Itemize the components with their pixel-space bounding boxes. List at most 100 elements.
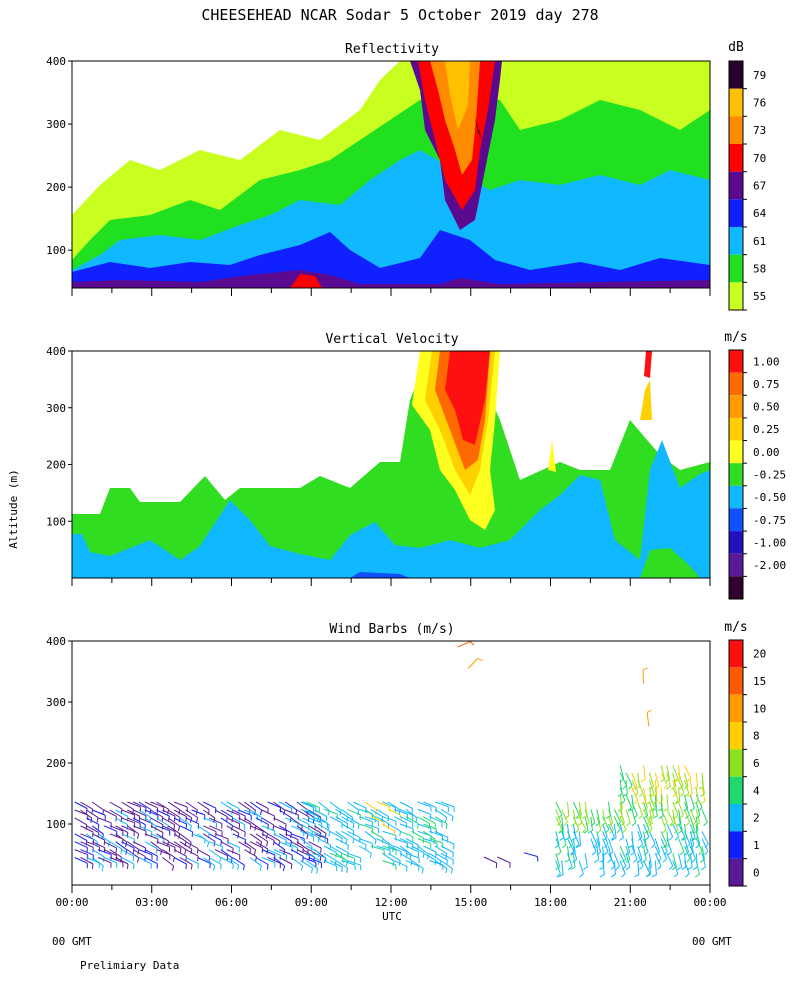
- wind-barb-flag: [259, 865, 262, 871]
- wind-barb: [643, 845, 647, 860]
- wind-barb: [329, 830, 343, 839]
- colorbar-swatch: [729, 804, 743, 832]
- wind-barb: [150, 825, 164, 833]
- wind-barb-flag: [672, 793, 678, 797]
- wind-barb: [678, 809, 682, 824]
- wind-barb: [429, 852, 442, 862]
- wind-barb-flag: [622, 829, 627, 834]
- wind-barb: [226, 809, 240, 816]
- wind-barb: [132, 849, 146, 857]
- wind-barb: [584, 816, 589, 831]
- wind-barb: [637, 823, 643, 838]
- wind-barb-flag: [647, 800, 652, 805]
- wind-barb-flag: [704, 850, 709, 856]
- wind-barb: [162, 849, 175, 858]
- wind-barb: [631, 779, 639, 793]
- wind-barb-flag: [575, 814, 580, 819]
- wind-barb-flag: [596, 829, 602, 834]
- wind-barb: [347, 816, 360, 825]
- wind-barb: [80, 825, 94, 833]
- wind-barb: [358, 838, 373, 844]
- wind-barb: [279, 833, 292, 842]
- wind-barb-flag: [600, 822, 606, 827]
- wind-barb: [483, 856, 497, 864]
- wind-barb-flag: [452, 852, 454, 858]
- wind-barb: [572, 809, 576, 824]
- wind-barb: [80, 849, 94, 856]
- reflectivity-field: [72, 61, 710, 288]
- wind-barb: [103, 825, 117, 832]
- wind-barb-flag: [688, 851, 694, 856]
- wind-barb-flag: [226, 816, 228, 822]
- wind-barb: [167, 817, 180, 827]
- wind-barb-flag: [184, 849, 187, 855]
- wind-barb-flag: [173, 824, 176, 830]
- wind-barb-flag: [663, 844, 669, 849]
- wind-barb: [308, 857, 322, 864]
- wind-barb: [97, 857, 112, 864]
- wind-barb: [290, 849, 304, 857]
- wind-barb: [440, 801, 455, 808]
- wind-barb-flag: [663, 808, 669, 812]
- wind-barb-flag: [691, 821, 697, 827]
- wind-barb: [643, 801, 649, 816]
- wind-barb: [376, 816, 389, 825]
- wind-barb-flag: [213, 865, 216, 871]
- wind-barb-flag: [171, 865, 175, 871]
- wind-barb: [317, 816, 330, 826]
- wind-barb: [382, 852, 395, 862]
- wind-barb-flag: [657, 865, 662, 870]
- wind-barb: [121, 801, 134, 810]
- wind-barb: [411, 830, 425, 839]
- wind-barb-flag: [662, 843, 667, 849]
- wind-barb: [179, 857, 193, 865]
- wind-barb-flag: [306, 834, 309, 840]
- wind-barb-flag: [273, 840, 275, 846]
- wind-barb-flag: [605, 815, 611, 819]
- wind-barb-flag: [609, 829, 614, 834]
- wind-barb-flag: [643, 815, 649, 819]
- wind-barb-flag: [232, 863, 234, 869]
- wind-barb-flag: [657, 800, 663, 805]
- wind-barb: [323, 845, 337, 853]
- y-tick-label: 200: [46, 181, 66, 194]
- wind-barb: [701, 809, 708, 823]
- wind-barb: [417, 816, 430, 825]
- wind-barb: [613, 823, 617, 838]
- wind-barb: [572, 801, 580, 816]
- wind-barb: [619, 816, 627, 830]
- wind-barb-flag: [634, 786, 640, 790]
- wind-barb: [584, 809, 590, 823]
- wind-barb-flag: [563, 821, 568, 827]
- wind-barb: [173, 801, 188, 808]
- wind-barb: [648, 801, 655, 816]
- wind-barb: [417, 801, 431, 808]
- wind-barb: [695, 809, 701, 824]
- wind-barb: [249, 825, 264, 832]
- wind-barb-flag: [197, 856, 199, 862]
- wind-barb: [341, 860, 356, 866]
- wind-barb-flag: [577, 822, 582, 827]
- wind-barb: [220, 817, 233, 827]
- wind-barb: [578, 816, 587, 830]
- wind-barb: [602, 838, 609, 852]
- wind-barb: [405, 809, 418, 819]
- wind-barb: [364, 816, 379, 822]
- colorbar-label: -0.75: [753, 514, 786, 527]
- wind-barb-flag: [259, 809, 263, 816]
- wind-barb-flag: [689, 844, 695, 849]
- wind-barb: [249, 857, 262, 867]
- wind-barb: [637, 831, 644, 845]
- wind-barb-flag: [674, 836, 679, 841]
- wind-barb: [567, 801, 570, 817]
- wind-barb-flag: [592, 843, 598, 848]
- wind-barb-flag: [452, 859, 454, 865]
- colorbar-label: 67: [753, 180, 766, 193]
- wind-barb-flag: [101, 865, 104, 871]
- wind-barb: [643, 816, 650, 830]
- wind-barb: [347, 830, 361, 838]
- colorbar-label: 55: [753, 290, 766, 303]
- wind-barb: [167, 809, 181, 818]
- wind-barb: [306, 860, 319, 870]
